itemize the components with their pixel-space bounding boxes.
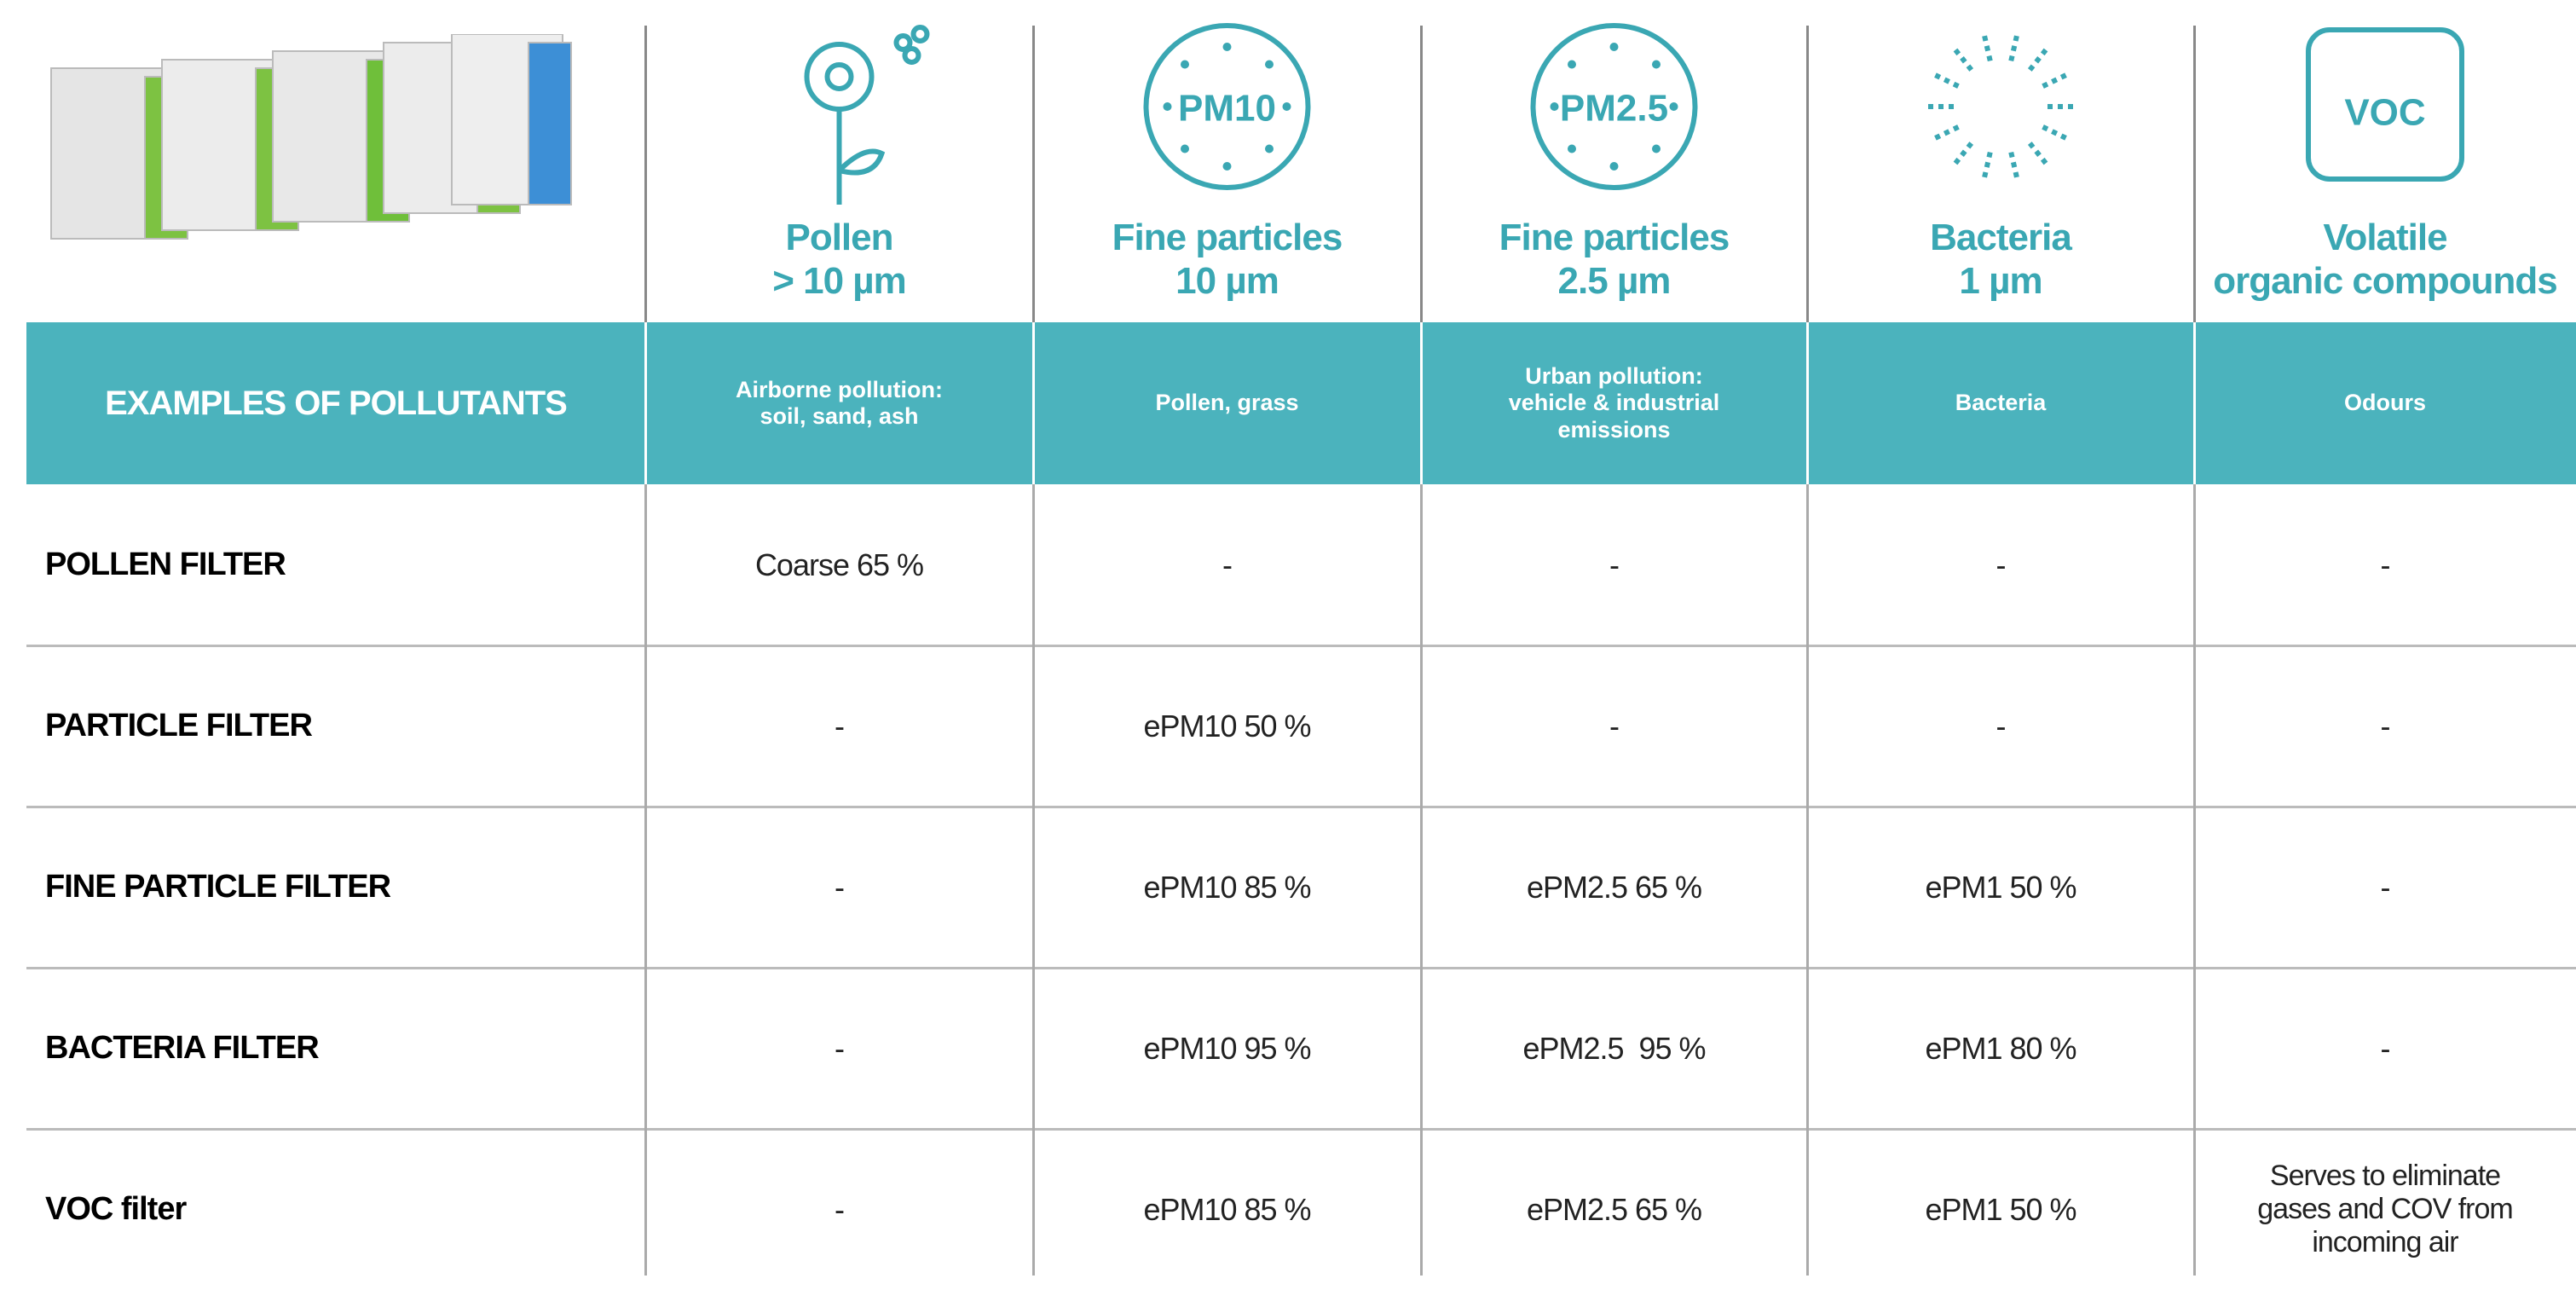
column-divider [1806,322,1809,484]
cell: - [1033,484,1421,645]
cell: ePM1 80 % [1807,968,2194,1129]
examples-label: EXAMPLES OF POLLUTANTS [26,322,645,484]
icon-text: VOC [2344,92,2425,134]
cell: ePM10 95 % [1033,968,1421,1129]
column-divider [2193,484,2196,1276]
column-divider [2193,322,2196,484]
column-title: Bacteria 1 µm [1807,205,2194,315]
example-text: Odours [2194,322,2576,484]
example-text: Pollen, grass [1033,322,1421,484]
pollutant-icon: PM2.5 [1421,9,1807,205]
pollutant-icon: VOC [2194,9,2576,205]
cell: - [1421,645,1807,807]
column-divider [644,26,647,322]
cell: - [645,645,1033,807]
cell: - [645,968,1033,1129]
column-divider [1032,26,1035,322]
page: EXAMPLES OF POLLUTANTS (() => { const da… [0,0,2576,1276]
pollutant-icon [645,9,1033,205]
cell: - [1807,484,2194,645]
icon-text: PM2.5 [1560,88,1668,130]
cell: - [1421,484,1807,645]
cell: ePM10 85 % [1033,1129,1421,1290]
cell: ePM10 85 % [1033,807,1421,968]
row-label: FINE PARTICLE FILTER [26,807,645,968]
column-title: Pollen > 10 µm [645,205,1033,315]
example-text: Urban pollution: vehicle & industrial em… [1421,322,1807,484]
cell: - [1807,645,2194,807]
row-label: PARTICLE FILTER [26,645,645,807]
column-divider [644,484,647,1276]
cell: ePM1 50 % [1807,807,2194,968]
cell: - [645,807,1033,968]
cell: - [2194,484,2576,645]
column-divider [1420,484,1423,1276]
example-text: Bacteria [1807,322,2194,484]
row-label: VOC filter [26,1129,645,1290]
cell: Coarse 65 % [645,484,1033,645]
cell: ePM2.5 95 % [1421,968,1807,1129]
cell: - [2194,645,2576,807]
cell: ePM1 50 % [1807,1129,2194,1290]
cell: Serves to eliminate gases and COV from i… [2194,1129,2576,1290]
row-label: POLLEN FILTER [26,484,645,645]
column-divider [1806,26,1809,322]
column-divider [2193,26,2196,322]
column-divider [1420,26,1423,322]
column-divider [1032,484,1035,1276]
cell: ePM2.5 65 % [1421,1129,1807,1290]
column-divider [1420,322,1423,484]
pollutant-icon: PM10 [1033,9,1421,205]
icon-text: PM10 [1178,88,1276,130]
cell: - [2194,968,2576,1129]
column-title: Volatile organic compounds [2194,205,2576,315]
filter-image [43,34,588,256]
row-label: BACTERIA FILTER [26,968,645,1129]
column-divider [1806,484,1809,1276]
column-title: Fine particles 2.5 µm [1421,205,1807,315]
column-divider [644,322,647,484]
column-title: Fine particles 10 µm [1033,205,1421,315]
example-text: Airborne pollution: soil, sand, ash [645,322,1033,484]
pollutant-icon [1807,9,2194,205]
cell: - [645,1129,1033,1290]
cell: ePM2.5 65 % [1421,807,1807,968]
cell: - [2194,807,2576,968]
column-divider [1032,322,1035,484]
cell: ePM10 50 % [1033,645,1421,807]
